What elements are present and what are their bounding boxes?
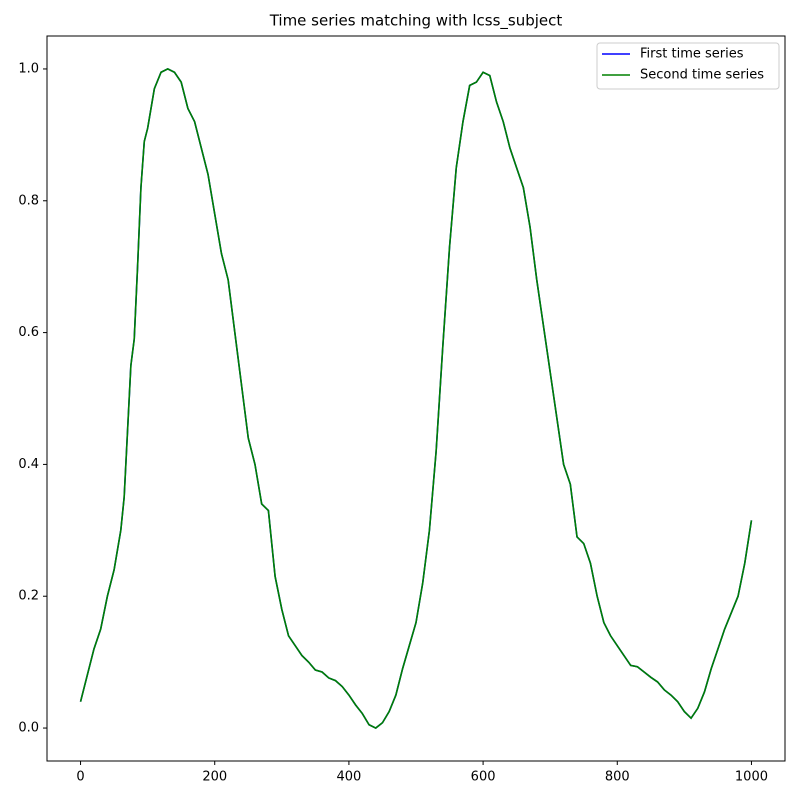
x-tick-label: 400: [336, 770, 361, 785]
x-tick-label: 600: [471, 770, 496, 785]
legend-box: [596, 42, 780, 90]
x-tick-label: 0: [76, 770, 84, 785]
y-tick-label: 0.4: [18, 457, 39, 472]
y-tick-label: 0.6: [18, 325, 39, 340]
y-tick-label: 1.0: [18, 61, 39, 76]
line-series: [79, 68, 753, 729]
line-series: [79, 68, 753, 729]
x-tick-label: 800: [605, 770, 630, 785]
y-tick-label: 0.8: [18, 193, 39, 208]
legend-label: First time series: [640, 47, 744, 62]
y-tick-label: 0.2: [18, 589, 39, 604]
x-tick-label: 1000: [735, 770, 768, 785]
legend-label: Second time series: [640, 68, 764, 83]
chart-title: Time series matching with lcss_subject: [269, 12, 563, 31]
x-tick-label: 200: [202, 770, 227, 785]
y-tick-label: 0.0: [18, 721, 39, 736]
plot-frame: [46, 35, 786, 762]
